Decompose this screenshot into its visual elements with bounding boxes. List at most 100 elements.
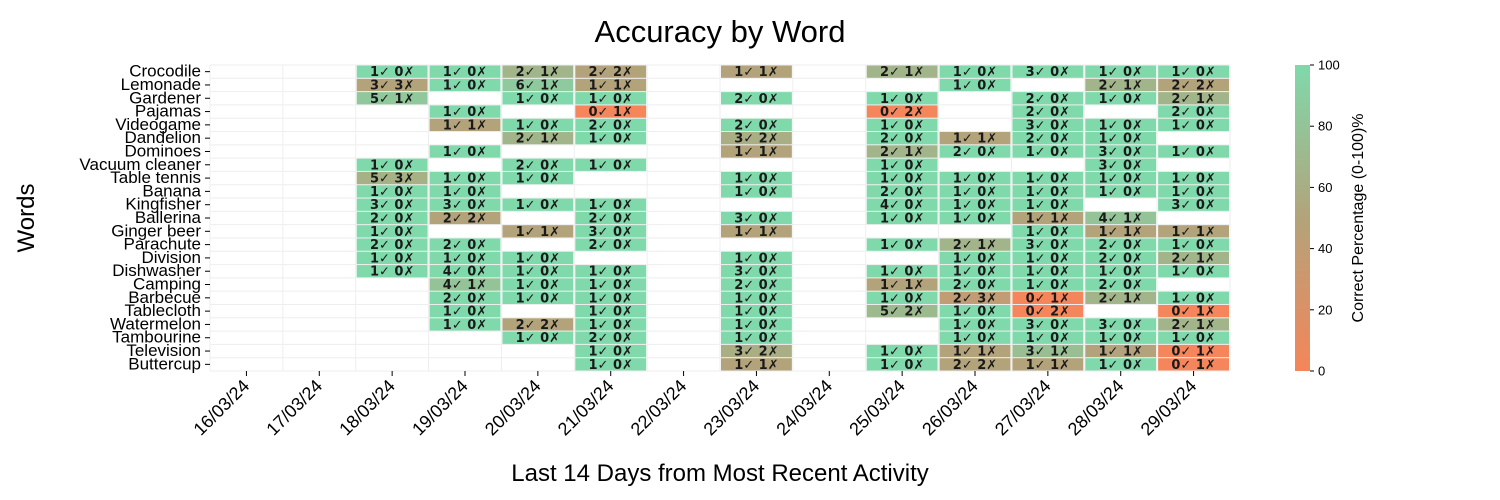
- cell-annotation: 1✓ 0✗: [516, 251, 560, 266]
- cell-annotation: 1✓ 0✗: [1026, 185, 1070, 200]
- heatmap-cell: [721, 65, 792, 78]
- colorbar-tick-label: 20: [1318, 302, 1332, 317]
- x-tick-label: 19/03/24: [408, 376, 472, 440]
- heatmap-cell: [1085, 211, 1157, 225]
- y-tick-label: Lemonade: [121, 75, 201, 94]
- heatmap-cell: [502, 65, 574, 78]
- cell-annotation: 1✓ 0✗: [880, 118, 924, 133]
- cell-annotation: 2✓ 1✗: [880, 145, 924, 160]
- cell-annotation: 1✓ 0✗: [1171, 238, 1215, 253]
- heatmap-cell: [939, 65, 1011, 78]
- heatmap-cell: [429, 318, 501, 331]
- heatmap-cell: [939, 291, 1011, 304]
- grid-lines: [209, 64, 1231, 372]
- cell-annotation: 2✓ 0✗: [589, 118, 633, 133]
- cell-annotation: 2✓ 0✗: [953, 145, 997, 160]
- cell-annotation: 1✓ 0✗: [589, 278, 633, 293]
- y-tick-label: Dishwasher: [112, 261, 201, 280]
- heatmap-cell: [1158, 105, 1229, 118]
- cell-annotation: 3✓ 0✗: [1099, 145, 1143, 160]
- cell-annotation: 3✓ 2✗: [734, 132, 778, 147]
- y-tick-label: Kingfisher: [125, 195, 201, 214]
- y-tick-label: Videogame: [115, 115, 201, 134]
- y-tick-label: Parachute: [124, 235, 202, 254]
- heatmap-cell: [939, 78, 1011, 92]
- heatmap-cell: [356, 158, 428, 171]
- x-tick-label: 27/03/24: [991, 376, 1055, 440]
- y-tick-label: Vacuum cleaner: [79, 155, 201, 174]
- heatmap-cell: [356, 92, 428, 105]
- cell-annotation: 2✓ 0✗: [443, 291, 487, 306]
- cell-annotation: 1✓ 0✗: [953, 251, 997, 266]
- heatmap-cell: [502, 158, 574, 171]
- cell-annotation: 2✓ 0✗: [589, 238, 633, 253]
- cell-annotation: 0✓ 1✗: [1171, 358, 1215, 373]
- cell-annotation: 1✓ 0✗: [880, 358, 924, 373]
- cell-annotation: 1✓ 1✗: [1099, 225, 1143, 240]
- y-tick-label: Banana: [142, 181, 201, 200]
- heatmap-cell: [1158, 118, 1229, 132]
- heatmap-cell: [721, 145, 792, 158]
- heatmap-cell: [502, 251, 574, 265]
- colorbar-tick-label: 0: [1318, 364, 1325, 379]
- heatmap-cell: [502, 318, 574, 331]
- heatmap-cell: [429, 118, 501, 132]
- cell-annotation: 5✓ 2✗: [880, 305, 924, 320]
- cell-annotation: 2✓ 2✗: [589, 65, 633, 80]
- cell-annotation: 1✓ 0✗: [1171, 118, 1215, 133]
- heatmap-cell: [1158, 145, 1229, 158]
- heatmap-cell: [502, 291, 574, 304]
- y-tick-label: Division: [141, 248, 201, 267]
- cell-annotation: 3✓ 2✗: [734, 345, 778, 360]
- heatmap-cell: [575, 331, 647, 344]
- heatmap-cell: [1158, 238, 1229, 251]
- cell-annotation: 1✓ 0✗: [589, 132, 633, 147]
- cell-annotation: 3✓ 0✗: [1026, 118, 1070, 133]
- cell-annotation: 1✓ 1✗: [880, 278, 924, 293]
- heatmap-cell: [1085, 65, 1157, 78]
- heatmap-cell: [866, 198, 938, 211]
- cell-annotation: 1✓ 0✗: [370, 251, 414, 266]
- heatmap-cell: [575, 304, 647, 318]
- heatmap-cell: [1085, 145, 1157, 158]
- cell-annotation: 1✓ 0✗: [370, 265, 414, 280]
- heatmap-cell: [1012, 318, 1084, 331]
- heatmap-cells: [356, 65, 1229, 371]
- heatmap-cell: [429, 251, 501, 265]
- cell-annotation: 3✓ 0✗: [734, 212, 778, 227]
- cell-annotation: 0✓ 1✗: [1026, 291, 1070, 306]
- cell-annotation: 3✓ 0✗: [1099, 318, 1143, 333]
- cell-annotation: 3✓ 1✗: [1026, 345, 1070, 360]
- heatmap-cell: [939, 344, 1011, 358]
- cell-annotation: 0✓ 2✗: [1026, 305, 1070, 320]
- heatmap-cell: [866, 158, 938, 171]
- heatmap-cell: [1085, 278, 1157, 291]
- cell-annotation: 3✓ 0✗: [589, 225, 633, 240]
- cell-annotation: 2✓ 0✗: [1026, 92, 1070, 107]
- cell-annotation: 1✓ 0✗: [953, 172, 997, 187]
- cell-annotation: 1✓ 0✗: [880, 172, 924, 187]
- cell-annotation: 1✓ 0✗: [734, 251, 778, 266]
- y-tick-label: Barbecue: [128, 288, 201, 307]
- x-axis-label: Last 14 Days from Most Recent Activity: [511, 460, 928, 487]
- cell-annotation: 1✓ 0✗: [589, 265, 633, 280]
- cell-annotation: 2✓ 0✗: [880, 132, 924, 147]
- heatmap-cell: [1012, 145, 1084, 158]
- heatmap-cell: [1158, 225, 1229, 238]
- cell-annotation: 2✓ 2✗: [1171, 78, 1215, 93]
- heatmap-cell: [429, 65, 501, 78]
- heatmap-cell: [866, 358, 938, 371]
- heatmap-cell: [502, 132, 574, 145]
- cell-annotation: 1✓ 0✗: [734, 318, 778, 333]
- heatmap-cell: [356, 78, 428, 92]
- x-tick-labels: 16/03/24 17/03/24 18/03/24 19/03/24 20/03/24…: [190, 371, 1200, 440]
- heatmap-cell: [1012, 171, 1084, 185]
- cell-annotation: 1✓ 0✗: [443, 318, 487, 333]
- heatmap-cell: [721, 331, 792, 344]
- x-tick-label: 21/03/24: [554, 376, 618, 440]
- cell-annotation: 1✓ 0✗: [443, 145, 487, 160]
- heatmap-cell: [502, 92, 574, 105]
- cell-annotation: 2✓ 1✗: [516, 132, 560, 147]
- cell-annotation: 1✓ 0✗: [1099, 331, 1143, 346]
- cell-annotation: 1✓ 0✗: [1026, 251, 1070, 266]
